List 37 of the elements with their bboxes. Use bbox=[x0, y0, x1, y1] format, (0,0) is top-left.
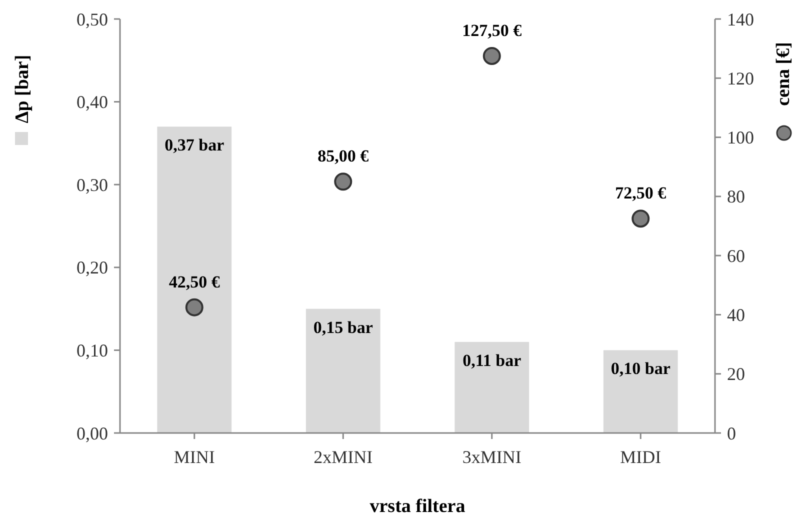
point bbox=[632, 210, 650, 228]
point bbox=[334, 172, 352, 191]
y2-tick-label: 120 bbox=[727, 68, 754, 88]
data-label: 42,50 € bbox=[168, 272, 220, 292]
x-tick-label: MIDI bbox=[620, 447, 662, 467]
y-tick-label: 0,40 bbox=[76, 92, 108, 112]
bar bbox=[306, 308, 380, 433]
data-label: 85,00 € bbox=[318, 146, 370, 166]
data-label: 0,11 bar bbox=[462, 350, 522, 370]
y2-tick-label: 80 bbox=[727, 186, 745, 207]
y-tick-label: 0,20 bbox=[76, 258, 108, 278]
y2-tick-label: 100 bbox=[727, 128, 754, 148]
x-tick-label: 2xMINI bbox=[314, 447, 373, 467]
x-axis-title: vrsta filtera bbox=[370, 496, 466, 517]
x-tick-label: 3xMINI bbox=[462, 447, 522, 467]
bar bbox=[157, 126, 232, 433]
y2-tick-label: 20 bbox=[727, 364, 745, 384]
x-tick-label: MINI bbox=[174, 447, 215, 467]
y-tick-label: 0,00 bbox=[76, 423, 108, 444]
data-label: 0,15 bar bbox=[313, 318, 374, 337]
point bbox=[185, 298, 204, 316]
y2-tick-label: 140 bbox=[727, 9, 754, 30]
y2-axis-title: cena [€] bbox=[773, 42, 794, 106]
data-label: 0,37 bar bbox=[164, 136, 225, 155]
y2-tick-label: 40 bbox=[727, 305, 745, 326]
data-label: 72,50 € bbox=[615, 184, 667, 203]
y2-tick-label: 0 bbox=[727, 423, 736, 444]
data-label: 0,10 bar bbox=[610, 359, 671, 378]
y-tick-label: 0,30 bbox=[76, 174, 108, 195]
y2-tick-label: 60 bbox=[727, 246, 745, 266]
y-tick-label: 0,10 bbox=[76, 340, 108, 360]
y-tick-label: 0,50 bbox=[76, 9, 108, 30]
data-label: 127,50 € bbox=[462, 20, 522, 40]
point bbox=[482, 46, 501, 65]
y-axis-title: Δp [bar] bbox=[12, 54, 33, 124]
bar bbox=[454, 342, 530, 433]
bar bbox=[603, 350, 678, 433]
